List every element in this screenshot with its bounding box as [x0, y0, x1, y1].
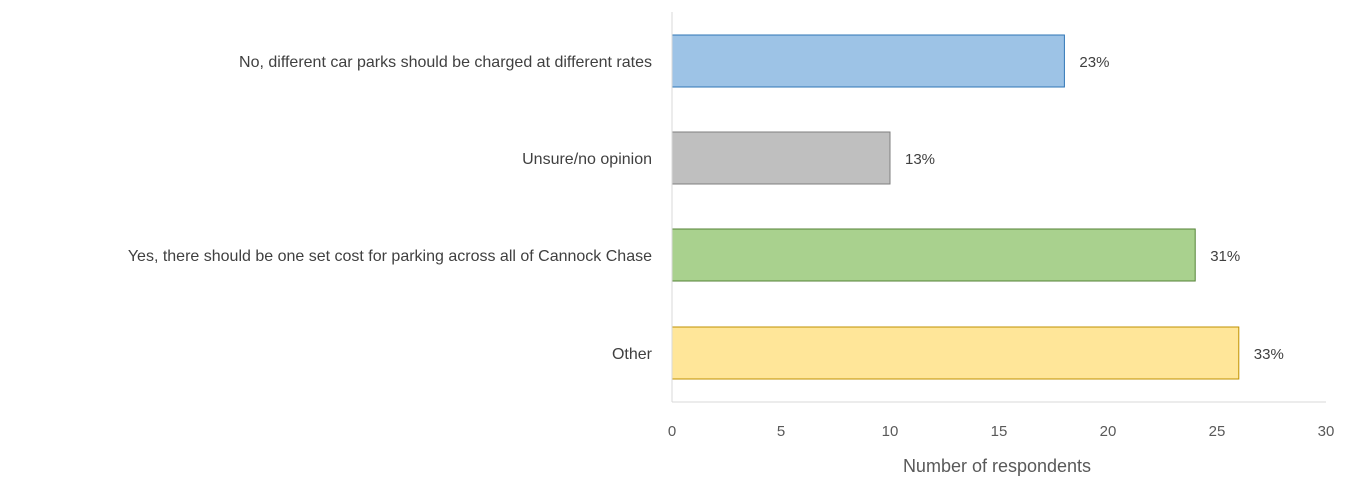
bars-layer: [671, 34, 1240, 380]
bar-4: [671, 326, 1240, 380]
x-tick-label-30: 30: [1318, 423, 1335, 440]
category-label-3: Yes, there should be one set cost for pa…: [128, 248, 652, 265]
bar-3: [671, 228, 1196, 282]
data-label-2: 13%: [905, 151, 935, 168]
x-tick-label-5: 5: [777, 423, 785, 440]
axis-layer: 0 5 10 15 20 25 30: [668, 12, 1335, 440]
x-tick-label-20: 20: [1100, 423, 1117, 440]
x-axis-title: Number of respondents: [903, 456, 1091, 476]
x-tick-label-0: 0: [668, 423, 676, 440]
bar-1: [671, 34, 1065, 88]
x-tick-label-15: 15: [991, 423, 1008, 440]
labels-layer: No, different car parks should be charge…: [128, 54, 1284, 363]
bar-2: [671, 131, 891, 185]
x-tick-label-25: 25: [1209, 423, 1226, 440]
data-label-1: 23%: [1079, 54, 1109, 71]
data-label-4: 33%: [1254, 346, 1284, 363]
category-label-2: Unsure/no opinion: [522, 151, 652, 168]
x-tick-label-10: 10: [882, 423, 899, 440]
category-label-4: Other: [612, 346, 653, 363]
category-label-1: No, different car parks should be charge…: [239, 54, 652, 71]
data-label-3: 31%: [1210, 248, 1240, 265]
